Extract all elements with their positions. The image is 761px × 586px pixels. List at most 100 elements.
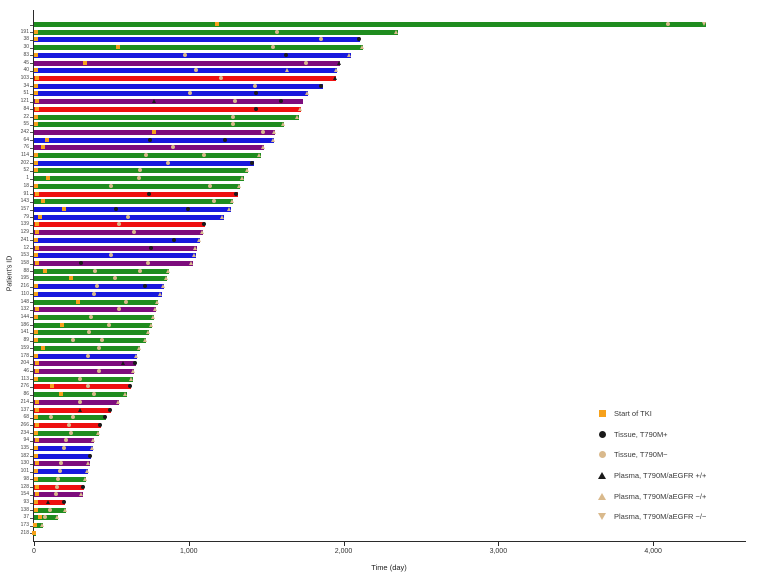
x-tick-label: 3,000 xyxy=(489,548,508,555)
y-tick-label: 52 xyxy=(23,167,29,174)
marker-tissue-t790m-neg-icon xyxy=(252,83,257,88)
marker-start-of-tki-icon xyxy=(34,407,39,412)
marker-plasma-neg-pos-icon xyxy=(160,284,165,289)
marker-plasma-neg-pos-icon xyxy=(158,291,163,296)
marker-plasma-pos-pos-icon xyxy=(78,407,83,412)
marker-plasma-neg-pos-icon xyxy=(166,268,171,273)
swimmer-bar xyxy=(34,37,360,43)
y-tick-mark xyxy=(30,448,33,450)
marker-plasma-neg-pos-icon xyxy=(359,45,364,50)
marker-plasma-neg-pos-icon xyxy=(116,399,121,404)
black-triangle-up-icon xyxy=(598,471,606,479)
y-tick-mark xyxy=(30,47,33,49)
y-tick-mark xyxy=(30,379,33,381)
x-tick-label: 1,000 xyxy=(180,548,198,555)
marker-tissue-t790m-neg-icon xyxy=(87,330,92,335)
y-tick-label: 216 xyxy=(20,283,29,290)
y-tick-label: 144 xyxy=(20,313,29,320)
swimmer-bar xyxy=(34,415,107,421)
marker-tissue-t790m-neg-icon xyxy=(96,368,101,373)
swimmer-bar xyxy=(34,399,120,405)
y-tick-mark xyxy=(30,178,33,180)
swimmer-bar xyxy=(34,338,146,344)
swimmer-bar xyxy=(34,361,137,367)
marker-tissue-t790m-neg-icon xyxy=(67,422,72,427)
marker-plasma-neg-pos-icon xyxy=(227,207,232,212)
marker-tissue-t790m-neg-icon xyxy=(138,168,143,173)
marker-tissue-t790m-neg-icon xyxy=(64,438,68,443)
marker-start-of-tki-icon xyxy=(34,422,39,427)
marker-plasma-pos-pos-icon xyxy=(121,361,126,366)
y-tick-label: 76 xyxy=(23,144,29,151)
y-tick-label: 214 xyxy=(20,398,29,405)
marker-tissue-t790m-neg-icon xyxy=(138,268,143,273)
y-tick-label: 153 xyxy=(20,252,29,259)
y-tick-label: 121 xyxy=(20,98,29,105)
marker-start-of-tki-icon xyxy=(33,168,38,173)
marker-tissue-t790m-pos-icon xyxy=(113,207,118,212)
y-tick-mark xyxy=(30,425,33,427)
swimmer-bar xyxy=(34,261,193,266)
marker-tissue-t790m-neg-icon xyxy=(77,399,82,404)
legend: Start of TKI Tissue, T790M+ Tissue, T790M−… xyxy=(598,403,706,527)
y-tick-mark xyxy=(30,209,33,211)
marker-start-of-tki-icon xyxy=(33,91,38,96)
marker-tissue-t790m-pos-icon xyxy=(318,83,323,88)
marker-tissue-t790m-neg-icon xyxy=(117,222,122,227)
marker-start-of-tki-icon xyxy=(34,368,39,373)
marker-start-of-tki-icon xyxy=(34,99,39,104)
marker-tissue-t790m-pos-icon xyxy=(254,106,259,111)
tan-circle-icon xyxy=(598,451,606,459)
marker-tissue-t790m-pos-icon xyxy=(149,245,154,250)
marker-tissue-t790m-neg-icon xyxy=(77,376,82,381)
y-tick-mark xyxy=(30,217,33,219)
swimmer-bar xyxy=(34,322,153,328)
y-tick-mark xyxy=(30,24,33,26)
y-tick-label: 68 xyxy=(23,414,29,421)
y-tick-mark xyxy=(30,317,33,319)
y-tick-label: 186 xyxy=(20,321,29,328)
marker-plasma-neg-pos-icon xyxy=(131,368,136,373)
marker-plasma-neg-pos-icon xyxy=(200,230,205,235)
y-tick-label: 93 xyxy=(23,499,29,506)
marker-start-of-tki-icon xyxy=(38,214,43,219)
swimmer-bar xyxy=(34,145,264,151)
marker-plasma-neg-pos-icon xyxy=(79,492,84,497)
y-tick-label: 138 xyxy=(20,506,29,513)
marker-tissue-t790m-pos-icon xyxy=(171,237,176,242)
marker-start-of-tki-icon xyxy=(34,75,39,80)
marker-plasma-neg-pos-icon xyxy=(163,276,168,281)
y-tick-label: 137 xyxy=(20,406,29,413)
y-tick-label: 46 xyxy=(23,367,29,374)
swimmer-bar xyxy=(34,476,87,482)
marker-start-of-tki-icon xyxy=(33,476,38,481)
y-tick-mark xyxy=(30,502,33,504)
swimmer-bar xyxy=(34,160,254,166)
marker-tissue-t790m-neg-icon xyxy=(232,99,237,104)
marker-tissue-t790m-neg-icon xyxy=(57,469,62,474)
marker-tissue-t790m-neg-icon xyxy=(54,484,59,489)
swimmer-bar xyxy=(34,45,363,51)
marker-start-of-tki-icon xyxy=(34,461,39,466)
marker-tissue-t790m-neg-icon xyxy=(124,299,129,304)
y-tick-label: 1 xyxy=(26,175,29,182)
marker-start-of-tki-icon xyxy=(33,37,38,42)
y-tick-mark xyxy=(30,410,33,411)
y-tick-label: 141 xyxy=(20,329,29,336)
x-tick-label: 0 xyxy=(32,548,36,555)
y-tick-label: 202 xyxy=(20,159,29,166)
y-tick-mark xyxy=(30,70,33,72)
marker-plasma-neg-neg-icon xyxy=(702,22,707,26)
marker-start-of-tki-icon xyxy=(34,484,39,489)
marker-start-of-tki-icon xyxy=(33,430,38,435)
marker-tissue-t790m-neg-icon xyxy=(96,345,101,350)
y-tick-label: 51 xyxy=(23,90,29,97)
y-tick-mark xyxy=(30,394,33,396)
marker-plasma-pos-pos-icon xyxy=(46,500,51,505)
marker-start-of-tki-icon xyxy=(33,523,38,528)
marker-start-of-tki-icon xyxy=(76,299,81,304)
y-tick-label: 98 xyxy=(23,475,29,482)
marker-plasma-neg-pos-icon xyxy=(189,261,194,265)
marker-tissue-t790m-neg-icon xyxy=(86,384,91,389)
swimmer-bar xyxy=(34,291,162,297)
